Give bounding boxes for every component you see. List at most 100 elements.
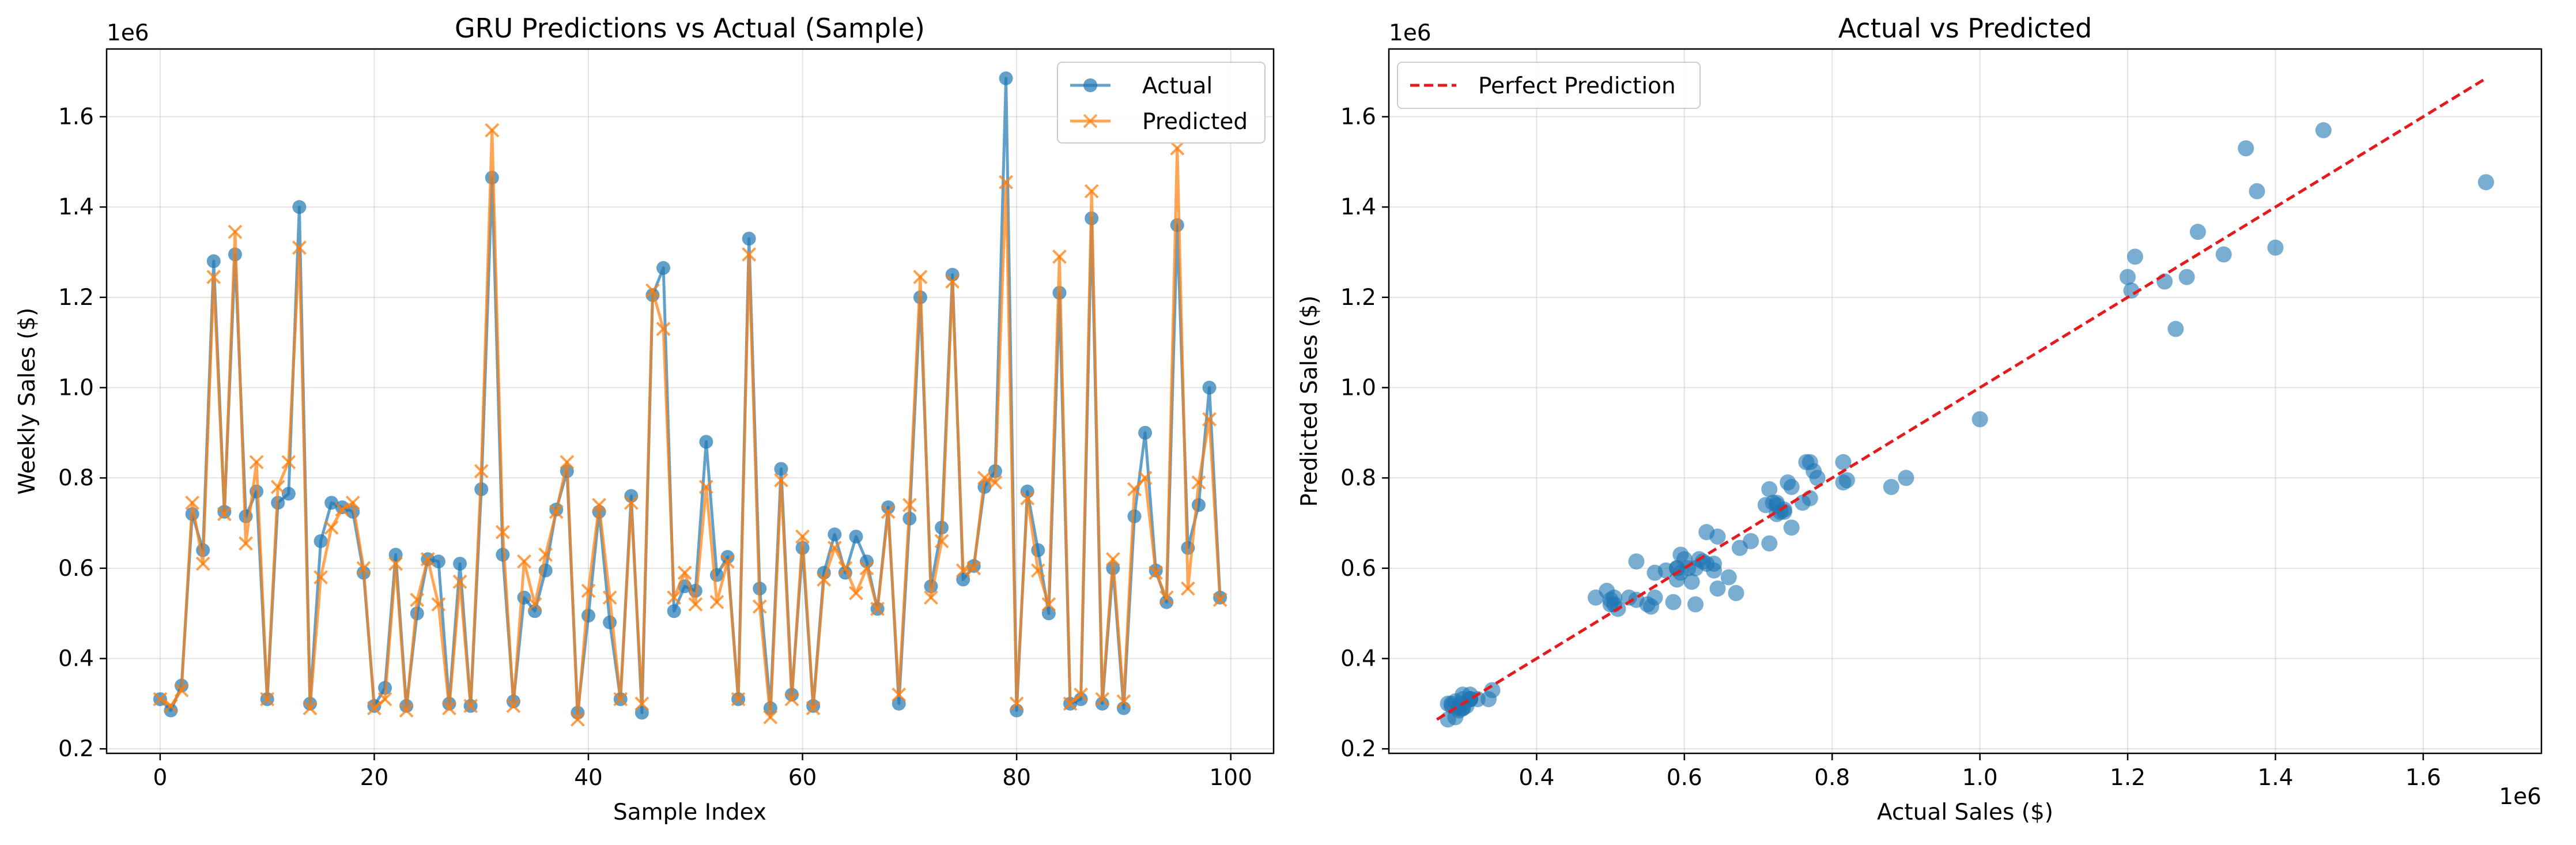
predicted-point (634, 696, 649, 711)
predicted-point (335, 502, 350, 517)
predicted-point (870, 601, 885, 616)
predicted-point (1084, 184, 1099, 199)
predicted-point (827, 541, 842, 555)
actual-point (860, 554, 874, 569)
actual-point (313, 534, 328, 548)
scatter-point (1776, 503, 1792, 520)
right-x-tick-label: 0.6 (1667, 765, 1702, 791)
predicted-point (431, 597, 446, 612)
predicted-point (817, 572, 832, 587)
scatter-point (2215, 246, 2232, 263)
predicted-point (356, 561, 371, 576)
predicted-point (560, 455, 575, 470)
actual-point (892, 696, 906, 711)
predicted-point (881, 504, 896, 519)
actual-point (335, 500, 349, 515)
predicted-point (988, 475, 1003, 490)
left-x-tick-label: 20 (360, 765, 389, 791)
predicted-point (955, 563, 970, 578)
predicted-point (720, 554, 735, 569)
scatter-point (1665, 594, 1682, 610)
actual-point (656, 261, 671, 275)
predicted-point (731, 692, 746, 707)
scatter-point (1835, 474, 1852, 491)
actual-point (634, 706, 649, 720)
predicted-point (602, 590, 617, 605)
predicted-point (1213, 593, 1227, 608)
predicted-point (399, 703, 414, 718)
predicted-point (677, 565, 692, 580)
right-x-tick-label: 0.8 (1814, 765, 1850, 791)
scatter-point (1480, 691, 1497, 707)
left-x-axis-label: Sample Index (613, 799, 766, 825)
actual-point (999, 71, 1013, 85)
actual-point (1095, 696, 1109, 711)
scatter-point (1720, 569, 1737, 586)
predicted-point (1063, 696, 1078, 711)
right-legend: Perfect Prediction (1397, 62, 1701, 109)
predicted-point (420, 552, 435, 567)
predicted-point (517, 554, 531, 569)
predicted-point (849, 586, 863, 601)
right-chart-panel: 0.4 0.6 0.8 1.0 1.2 1.4 1.6 0.2 0.4 0.6 0.8 1.0 1.2… (1297, 13, 2543, 825)
predicted-point (1170, 141, 1185, 156)
predicted-point (924, 590, 938, 605)
predicted-point (442, 701, 456, 716)
right-y-offset-label: 1e6 (1389, 20, 1431, 46)
scatter-point (1761, 535, 1778, 552)
predicted-point (538, 547, 553, 562)
scatter-point (1646, 589, 1663, 606)
right-legend-box (1397, 62, 1701, 109)
actual-point (1116, 701, 1131, 715)
actual-point (774, 462, 788, 476)
predicted-point (624, 495, 639, 510)
scatter-point (1687, 596, 1704, 613)
predicted-point (752, 599, 767, 614)
predicted-point (977, 470, 992, 485)
predicted-point (838, 561, 853, 576)
predicted-point (902, 497, 917, 512)
predicted-point (270, 480, 285, 495)
scatter-point (1809, 470, 1826, 486)
predicted-point (1180, 581, 1195, 596)
predicted-point (506, 699, 521, 714)
predicted-point (859, 561, 874, 576)
left-y-tick-label: 1.6 (58, 104, 94, 130)
left-legend: Actual Predicted (1057, 62, 1266, 144)
actual-point (281, 486, 296, 501)
legend-predicted-label: Predicted (1142, 109, 1248, 135)
scatter-point (2477, 174, 2494, 191)
predicted-point (377, 692, 392, 707)
predicted-point (452, 574, 467, 589)
predicted-point (1030, 563, 1045, 578)
predicted-point (795, 529, 810, 544)
predicted-point (303, 701, 318, 716)
actual-point (624, 489, 639, 503)
scatter-point (1706, 562, 1723, 579)
predicted-point (549, 504, 564, 519)
predicted-point (1191, 475, 1206, 490)
predicted-point (784, 692, 799, 707)
left-chart-title: GRU Predictions vs Actual (Sample) (455, 13, 925, 44)
right-y-tick-label: 1.6 (1340, 104, 1376, 130)
right-y-tick-label: 0.2 (1340, 736, 1376, 762)
predicted-point (571, 712, 585, 727)
left-plot-frame (105, 48, 1275, 755)
predicted-point (388, 556, 403, 571)
left-x-ticks: 0 20 40 60 80 100 (153, 753, 1252, 791)
actual-point (1041, 606, 1056, 621)
scatter-point (2167, 320, 2184, 337)
right-x-offset-label: 1e6 (2499, 784, 2541, 810)
predicted-point (892, 687, 906, 702)
left-grid (107, 49, 1274, 753)
right-y-tick-label: 0.4 (1340, 646, 1376, 672)
predicted-point (249, 455, 264, 470)
scatter-point (1883, 478, 1899, 495)
actual-point (828, 527, 842, 542)
predicted-point (698, 480, 713, 495)
predicted-point (1149, 565, 1164, 580)
scatter-point (1783, 519, 1800, 536)
predicted-point (1105, 552, 1120, 567)
left-y-tick-label: 0.6 (58, 556, 94, 582)
